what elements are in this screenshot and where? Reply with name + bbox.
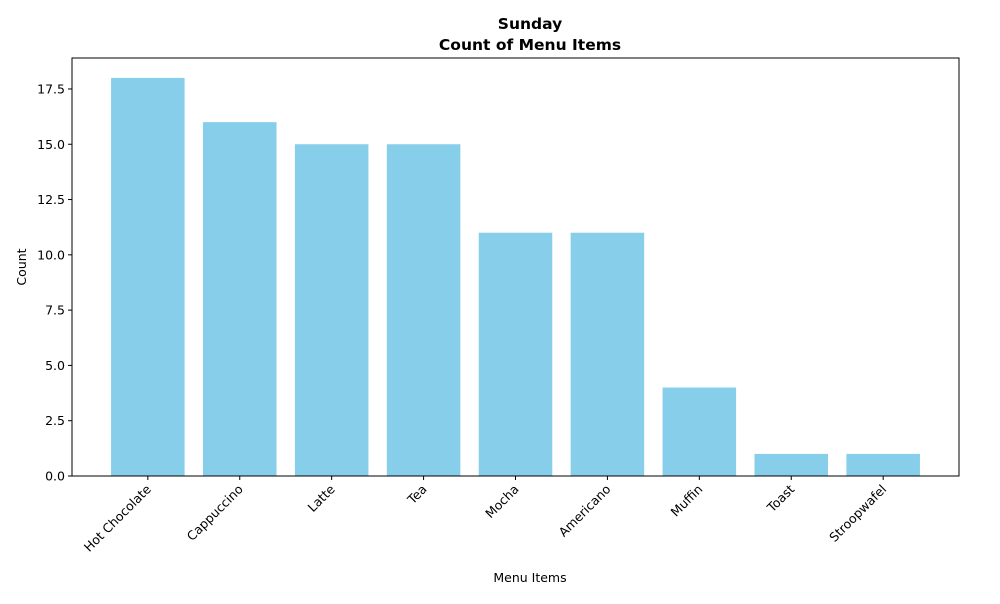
bar-toast (754, 453, 829, 476)
x-axis-label: Menu Items (493, 570, 566, 585)
bar-hot-chocolate (111, 77, 185, 477)
bar-cappuccino (202, 122, 277, 476)
y-tick-label: 5.0 (45, 358, 65, 373)
y-axis-label: Count (14, 248, 29, 285)
x-tick-label: Americano (555, 482, 613, 540)
bar-mocha (478, 232, 553, 476)
y-axis: 0.0 2.5 5.0 7.5 10.0 12.5 15.0 17.5 (37, 81, 72, 484)
chart-subtitle: Count of Menu Items (439, 36, 621, 54)
x-tick-label: Stroopwafel (826, 482, 889, 545)
bar-tea (386, 144, 461, 476)
x-tick-label: Mocha (482, 482, 522, 522)
plot-frame (71, 57, 960, 477)
bar-muffin (662, 387, 737, 476)
y-tick-label: 12.5 (37, 192, 65, 207)
x-tick-label: Tea (404, 482, 430, 508)
bar-stroopwafel (846, 453, 920, 476)
bar-latte (294, 144, 369, 476)
y-tick-label: 10.0 (37, 247, 65, 262)
y-tick-label: 7.5 (45, 303, 65, 318)
x-tick-label: Latte (304, 481, 338, 515)
chart-title: Sunday (498, 15, 562, 33)
bar-americano (570, 232, 645, 476)
x-tick-label: Muffin (667, 482, 705, 520)
bars-group (111, 77, 920, 477)
y-tick-label: 17.5 (37, 81, 65, 96)
y-tick-label: 0.0 (45, 469, 65, 484)
x-tick-label: Toast (763, 481, 797, 515)
x-axis: Hot Chocolate Cappuccino Latte Tea Mocha Amer… (81, 476, 889, 555)
y-tick-label: 15.0 (37, 137, 65, 152)
x-tick-label: Hot Chocolate (81, 481, 154, 554)
x-tick-label: Cappuccino (184, 482, 246, 544)
y-tick-label: 2.5 (45, 413, 65, 428)
